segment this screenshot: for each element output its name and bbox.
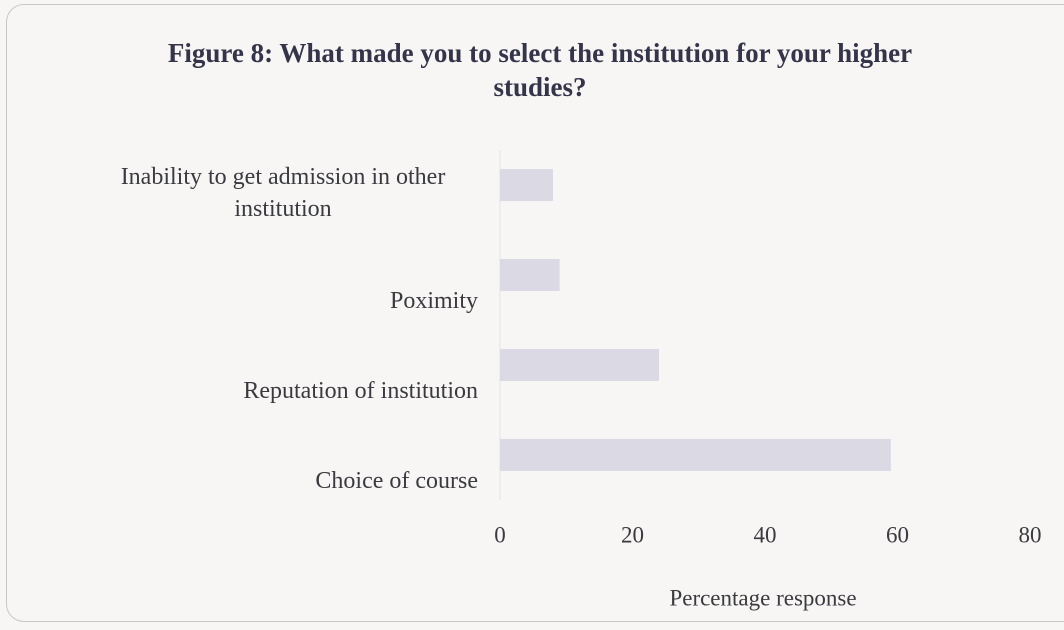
x-tick-label: 20 bbox=[621, 522, 644, 547]
x-tick-label: 80 bbox=[1019, 522, 1042, 547]
y-tick-label: Inability to get admission in other inst… bbox=[120, 164, 446, 222]
bar bbox=[500, 169, 553, 201]
x-axis-label: Percentage response bbox=[669, 585, 856, 610]
y-tick-label: Choice of course bbox=[315, 468, 478, 494]
bar bbox=[500, 439, 891, 471]
chart-title: Figure 8: What made you to select the in… bbox=[167, 38, 913, 102]
y-tick-label: Poximity bbox=[389, 288, 478, 314]
chart-frame bbox=[6, 4, 1064, 622]
bar bbox=[500, 259, 560, 291]
y-tick-label: Reputation of institution bbox=[243, 378, 478, 404]
x-tick-label: 0 bbox=[494, 522, 506, 547]
x-tick-label: 60 bbox=[886, 522, 909, 547]
x-tick-label: 40 bbox=[754, 522, 777, 547]
bar bbox=[500, 349, 659, 381]
